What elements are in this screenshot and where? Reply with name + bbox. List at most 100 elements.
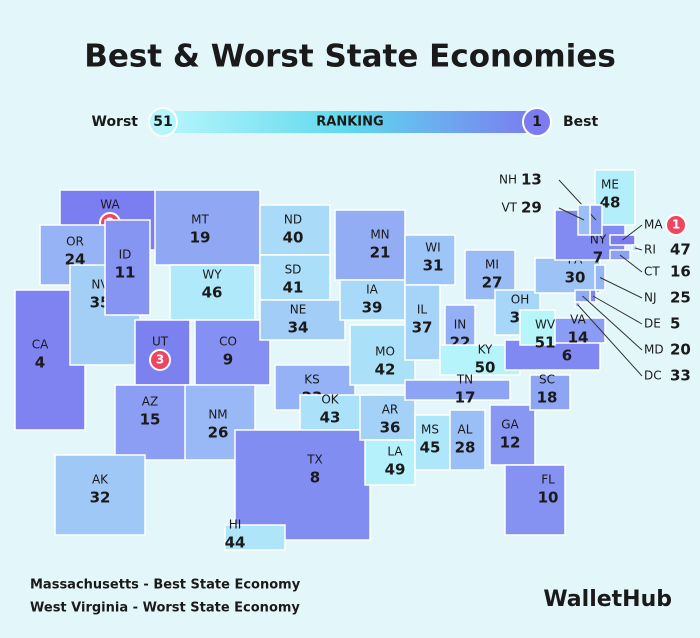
state-rank: 49 xyxy=(385,461,406,479)
state-rank: 3 xyxy=(156,353,164,367)
state-tile xyxy=(349,324,416,386)
state-abbr: MD xyxy=(644,343,664,357)
state-abbr: CO xyxy=(219,335,237,349)
state-rank: 42 xyxy=(375,361,396,379)
state-tile xyxy=(114,384,196,461)
state-rank: 31 xyxy=(423,257,444,275)
state-abbr: SC xyxy=(539,373,555,387)
state-abbr: NE xyxy=(290,303,307,317)
state-tile xyxy=(449,409,486,471)
state-abbr: MN xyxy=(370,228,389,242)
state-rank: 37 xyxy=(412,319,433,337)
state-rank: 33 xyxy=(670,367,691,385)
state-rank: 14 xyxy=(568,329,589,347)
state-rank: 13 xyxy=(521,171,542,189)
state-abbr: AZ xyxy=(142,395,158,409)
state-rank: 48 xyxy=(600,194,621,212)
state-rank: 7 xyxy=(593,249,603,267)
state-rank: 32 xyxy=(90,489,111,507)
state-rank: 25 xyxy=(670,289,691,307)
state-tile xyxy=(259,204,331,256)
state-tile xyxy=(334,209,406,281)
legend-worst-rank: 51 xyxy=(153,114,172,130)
state-abbr: IA xyxy=(366,283,379,297)
state-tile xyxy=(504,464,566,536)
leader-line xyxy=(582,295,643,351)
state-tile xyxy=(529,374,571,411)
state-rank: 19 xyxy=(190,229,211,247)
state-rank: 10 xyxy=(538,489,559,507)
state-abbr: OH xyxy=(511,293,529,307)
state-rank: 15 xyxy=(140,411,161,429)
state-rank: 43 xyxy=(320,409,341,427)
state-abbr: FL xyxy=(541,473,555,487)
state-tile xyxy=(194,319,271,386)
state-rank: 11 xyxy=(115,264,136,282)
leader-line xyxy=(619,254,643,273)
state-tile xyxy=(404,284,441,361)
state-abbr: WV xyxy=(535,318,556,332)
title: Best & Worst State Economies xyxy=(84,39,616,75)
legend-scale-label: RANKING xyxy=(316,115,383,130)
state-abbr: CT xyxy=(644,265,660,279)
state-abbr: DC xyxy=(644,369,662,383)
state-rank: 46 xyxy=(202,284,223,302)
state-abbr: NJ xyxy=(644,291,657,305)
state-tile xyxy=(404,379,511,401)
state-abbr: KY xyxy=(478,343,493,357)
note: Massachusetts - Best State Economy xyxy=(30,578,301,593)
state-abbr: WY xyxy=(202,268,222,282)
state-rank: 45 xyxy=(420,439,441,457)
state-abbr: SD xyxy=(285,263,302,277)
state-abbr: RI xyxy=(644,243,656,257)
state-rank: 34 xyxy=(288,319,309,337)
state-rank: 9 xyxy=(223,351,233,369)
state-rank: 50 xyxy=(475,359,496,377)
state-rank: 30 xyxy=(565,269,586,287)
legend-bar xyxy=(165,111,535,133)
state-abbr: TN xyxy=(456,373,473,387)
state-tile xyxy=(519,309,556,346)
state-tile xyxy=(104,219,151,316)
state-abbr: OR xyxy=(66,235,84,249)
rank-badge xyxy=(149,349,171,371)
state-tile xyxy=(259,254,331,301)
state-rank: 47 xyxy=(670,241,691,259)
state-tile xyxy=(169,264,256,321)
state-tile xyxy=(364,439,416,486)
state-rank: 24 xyxy=(65,251,86,269)
leader-line xyxy=(592,295,643,325)
state-abbr: DE xyxy=(644,317,661,331)
state-abbr: CA xyxy=(32,338,49,352)
leader-line xyxy=(634,247,643,251)
brand: WalletHub xyxy=(543,587,672,612)
state-rank: 5 xyxy=(670,315,680,333)
state-rank: 27 xyxy=(482,274,503,292)
state-rank: 20 xyxy=(670,341,691,359)
state-rank: 44 xyxy=(225,534,246,552)
state-abbr: WI xyxy=(425,241,440,255)
leader-line xyxy=(558,207,585,221)
state-abbr: KS xyxy=(304,373,320,387)
state-abbr: IL xyxy=(417,303,428,317)
state-abbr: AR xyxy=(382,403,399,417)
state-abbr: IN xyxy=(454,318,467,332)
state-abbr: GA xyxy=(501,418,519,432)
state-rank: 51 xyxy=(535,334,556,352)
state-tile xyxy=(534,257,601,294)
state-rank: 40 xyxy=(283,229,304,247)
legend-best: Best xyxy=(563,114,598,130)
state-tile xyxy=(234,429,371,541)
state-rank: 36 xyxy=(380,419,401,437)
state-abbr: NM xyxy=(208,408,227,422)
state-tile xyxy=(154,189,261,266)
state-abbr: TX xyxy=(306,453,323,467)
legend-best-badge xyxy=(522,107,552,137)
state-abbr: AK xyxy=(92,473,109,487)
state-abbr: MS xyxy=(421,423,439,437)
state-tile xyxy=(404,234,456,286)
state-abbr: MT xyxy=(191,213,209,227)
note: West Virginia - Worst State Economy xyxy=(30,601,300,616)
state-abbr: HI xyxy=(229,518,242,532)
legend-worst: Worst xyxy=(92,114,139,130)
